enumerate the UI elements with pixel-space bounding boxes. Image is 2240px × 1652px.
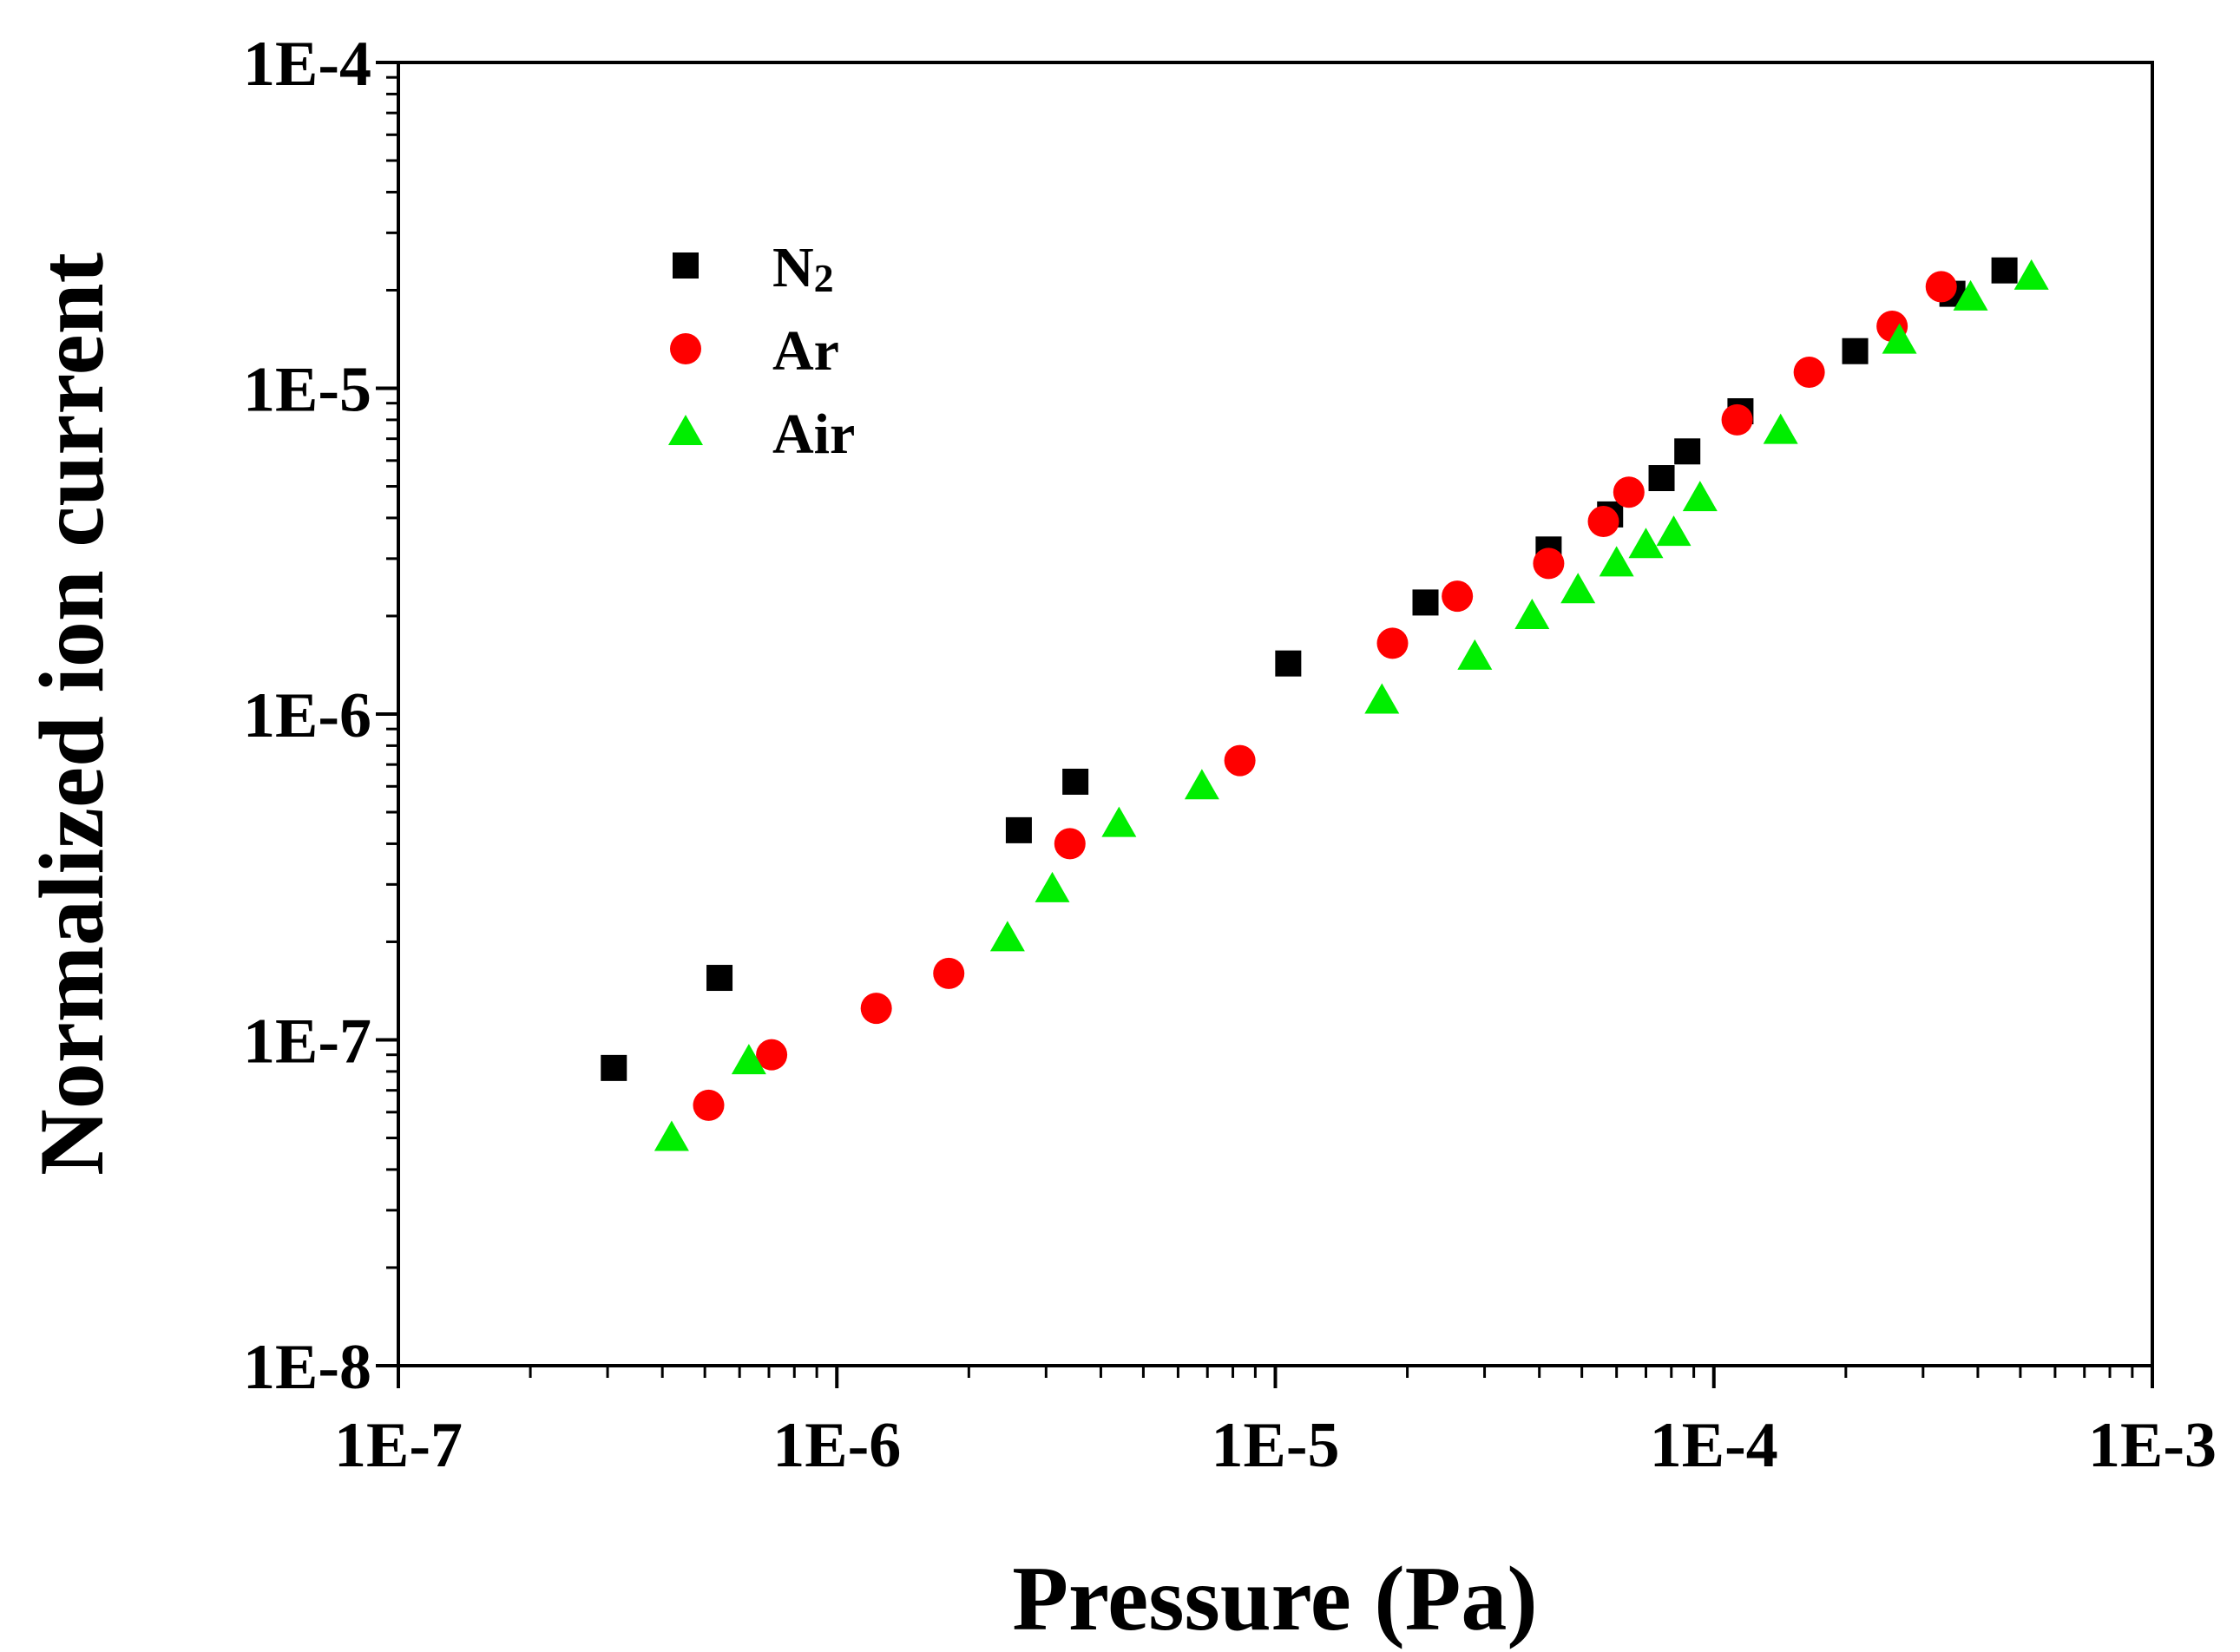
x-tick-label: 1E-4 [1650, 1410, 1778, 1481]
data-point-n2 [1062, 768, 1089, 795]
data-point-ar [756, 1039, 788, 1071]
data-point-air [1628, 528, 1664, 559]
tick-labels: 1E-7 1E-6 1E-5 1E-4 1E-31E-81E-71E-61E-51E-4 [243, 29, 2217, 1481]
data-point-ar [1613, 476, 1645, 508]
legend-label-ar: Ar [772, 319, 839, 383]
data-point-air [1364, 683, 1400, 714]
data-point-ar [693, 1089, 725, 1121]
data-point-ar [1793, 357, 1825, 389]
data-point-air [2013, 259, 2049, 290]
x-tick-label: 1E-6 [772, 1410, 901, 1481]
data-point-n2 [1005, 816, 1032, 843]
x-tick-label: 1E-3 [2088, 1410, 2217, 1481]
legend-marker-ar [670, 333, 701, 364]
legend-label-n2: N2 [772, 236, 834, 300]
data-point-air [1101, 806, 1137, 837]
data-point-ar [1054, 828, 1086, 860]
y-tick-label: 1E-6 [243, 680, 371, 751]
data-point-air [989, 921, 1025, 952]
data-point-air [1457, 639, 1493, 670]
series-air [654, 259, 2049, 1151]
data-point-n2 [1275, 650, 1302, 677]
data-point-air [1953, 279, 1988, 311]
data-points [601, 257, 2049, 1151]
legend-item-ar: Ar [670, 319, 839, 383]
data-point-ar [860, 993, 892, 1025]
legend-item-air: Air [668, 403, 855, 466]
legend-marker-n2 [673, 252, 699, 279]
data-point-air [654, 1120, 689, 1151]
data-point-air [1599, 546, 1634, 577]
axis-ticks [376, 61, 2154, 1388]
data-point-n2 [706, 965, 733, 992]
data-point-ar [1376, 627, 1409, 659]
data-point-air [1882, 323, 1917, 354]
data-point-air [1682, 481, 1718, 512]
data-point-n2 [1412, 589, 1439, 616]
x-tick-label: 1E-5 [1212, 1410, 1340, 1481]
data-point-air [1763, 413, 1798, 444]
data-point-air [731, 1044, 766, 1075]
data-point-ar [933, 957, 965, 989]
data-point-ar [1587, 506, 1619, 538]
y-axis-label: Normalized ion current [21, 252, 122, 1176]
y-tick-label: 1E-5 [243, 355, 371, 426]
legend: N2 Ar Air [668, 236, 855, 466]
data-point-n2 [1991, 257, 2018, 284]
data-point-n2 [1648, 465, 1675, 492]
legend-label-air: Air [772, 403, 855, 466]
data-point-n2 [601, 1054, 627, 1081]
data-point-n2 [1842, 338, 1869, 364]
data-point-ar [1442, 580, 1474, 613]
plot-frame [397, 61, 2154, 1367]
x-axis-label: Pressure (Pa) [1012, 1548, 1537, 1649]
legend-marker-air [668, 415, 703, 445]
data-point-air [1656, 515, 1691, 547]
y-tick-label: 1E-4 [243, 29, 371, 100]
data-point-air [1514, 598, 1550, 629]
x-tick-label: 1E-7 [334, 1410, 463, 1481]
data-point-n2 [1674, 438, 1701, 465]
data-point-air [1035, 871, 1070, 902]
data-point-air [1184, 769, 1219, 800]
data-point-ar [1721, 403, 1753, 436]
y-tick-label: 1E-8 [243, 1332, 371, 1403]
data-point-ar [1925, 271, 1957, 303]
y-tick-label: 1E-7 [243, 1006, 371, 1078]
data-point-ar [1224, 744, 1256, 777]
data-point-air [1560, 573, 1596, 604]
data-point-ar [1533, 547, 1565, 580]
legend-item-n2: N2 [673, 236, 834, 300]
